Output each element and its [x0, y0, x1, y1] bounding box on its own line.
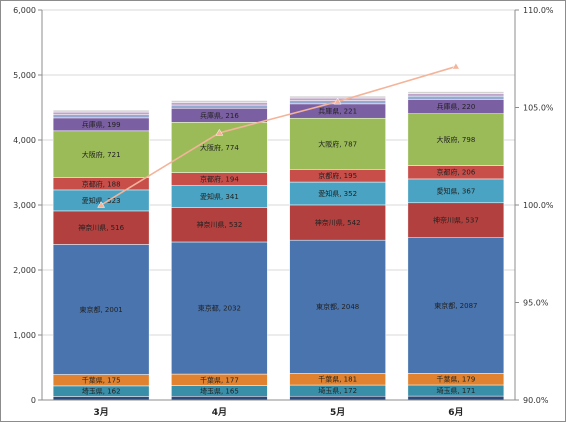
bar-segment: [171, 241, 268, 375]
data-label: 大阪府, 774: [200, 143, 239, 152]
ratio-point: [333, 97, 342, 105]
data-label: 兵庫県, 216: [200, 111, 239, 120]
bar-segment: [407, 113, 505, 166]
data-label: 京都府, 194: [200, 174, 239, 183]
bar-segment: [52, 114, 150, 119]
bar-segment: [52, 396, 150, 401]
data-label: 愛知県, 323: [82, 196, 121, 205]
data-label: 東京都, 2087: [434, 301, 477, 310]
y2-tick-label: 90.0%: [523, 396, 549, 405]
bar-segment: [171, 100, 268, 103]
y2-tick-label: 95.0%: [523, 299, 549, 308]
ratio-point: [215, 128, 224, 136]
data-label: 東京都, 2048: [316, 302, 359, 311]
bar-segment: [171, 102, 268, 106]
y2-tick-label: 110.0%: [523, 6, 554, 15]
data-label: 京都府, 206: [436, 168, 475, 177]
bar-segment: [52, 130, 150, 178]
x-tick-label: 5月: [330, 407, 345, 418]
bar-segment: [289, 117, 386, 170]
bar-segment: [407, 202, 505, 238]
bar-segment: [171, 396, 268, 401]
bar-segment: [289, 204, 386, 241]
data-label: 千葉県, 177: [200, 375, 239, 384]
data-label: 大阪府, 798: [436, 135, 475, 144]
data-label: 兵庫県, 220: [436, 102, 475, 111]
data-label: 神奈川県, 537: [433, 216, 479, 225]
data-label: 千葉県, 181: [318, 375, 357, 384]
ratio-line-path: [100, 65, 457, 206]
ratio-point: [451, 62, 460, 70]
data-label: 東京都, 2001: [79, 305, 122, 314]
axes: 0 1,000 2,000 3,000 4,000 5,000 6,000 90.0% 95.0…: [13, 6, 554, 418]
bars: [52, 91, 505, 401]
bar-segment: [52, 109, 150, 113]
y-tick-label: 1,000: [13, 331, 36, 340]
data-label: 神奈川県, 542: [315, 218, 361, 227]
bar-segment: [171, 104, 268, 109]
bar-segment: [407, 395, 505, 401]
y-tick-label: 2,000: [13, 266, 36, 275]
x-tick-label: 6月: [448, 407, 463, 418]
bar-segment: [289, 239, 386, 374]
data-label: 神奈川県, 532: [196, 220, 242, 229]
bar-segment: [407, 237, 505, 374]
data-label: 埼玉県, 171: [436, 386, 475, 395]
data-label: 兵庫県, 199: [82, 120, 121, 129]
data-label: 埼玉県, 162: [82, 387, 121, 396]
bar-segment: [407, 91, 505, 94]
bar-segment: [171, 207, 268, 243]
y-tick-label: 0: [31, 396, 36, 405]
bar-segment: [289, 395, 386, 401]
ratio-point: [97, 201, 106, 208]
data-label: 埼玉県, 165: [200, 386, 239, 395]
bar-segment: [52, 244, 150, 375]
y-tick-label: 3,000: [13, 201, 36, 210]
data-label: 京都府, 188: [82, 179, 121, 188]
ratio-line: [97, 62, 460, 208]
y-tick-label: 6,000: [13, 6, 36, 15]
data-label: 愛知県, 352: [318, 189, 357, 198]
data-label: 大阪府, 721: [82, 150, 121, 159]
x-tick-label: 3月: [93, 407, 108, 418]
y2-tick-label: 105.0%: [523, 104, 554, 113]
data-label: 大阪府, 787: [318, 139, 357, 148]
data-label: 千葉県, 179: [436, 375, 475, 384]
y-tick-label: 5,000: [13, 71, 36, 80]
data-label: 愛知県, 367: [436, 186, 475, 195]
data-label: 埼玉県, 172: [318, 386, 357, 395]
segment-labels: 埼玉県, 162 千葉県, 175 東京都, 2001 神奈川県, 516 愛知県, 3…: [78, 102, 479, 396]
data-label: 兵庫県, 221: [318, 107, 357, 116]
data-label: 東京都, 2032: [198, 304, 241, 313]
data-label: 愛知県, 341: [200, 192, 239, 201]
y-tick-label: 4,000: [13, 136, 36, 145]
data-label: 京都府, 195: [318, 171, 357, 180]
bar-segment: [407, 95, 505, 100]
bar-segment: [52, 111, 150, 115]
bar-segment: [407, 93, 505, 97]
data-label: 千葉県, 175: [82, 376, 121, 385]
x-tick-label: 4月: [212, 407, 227, 418]
data-label: 神奈川県, 516: [78, 223, 124, 232]
y2-tick-label: 100.0%: [523, 201, 554, 210]
